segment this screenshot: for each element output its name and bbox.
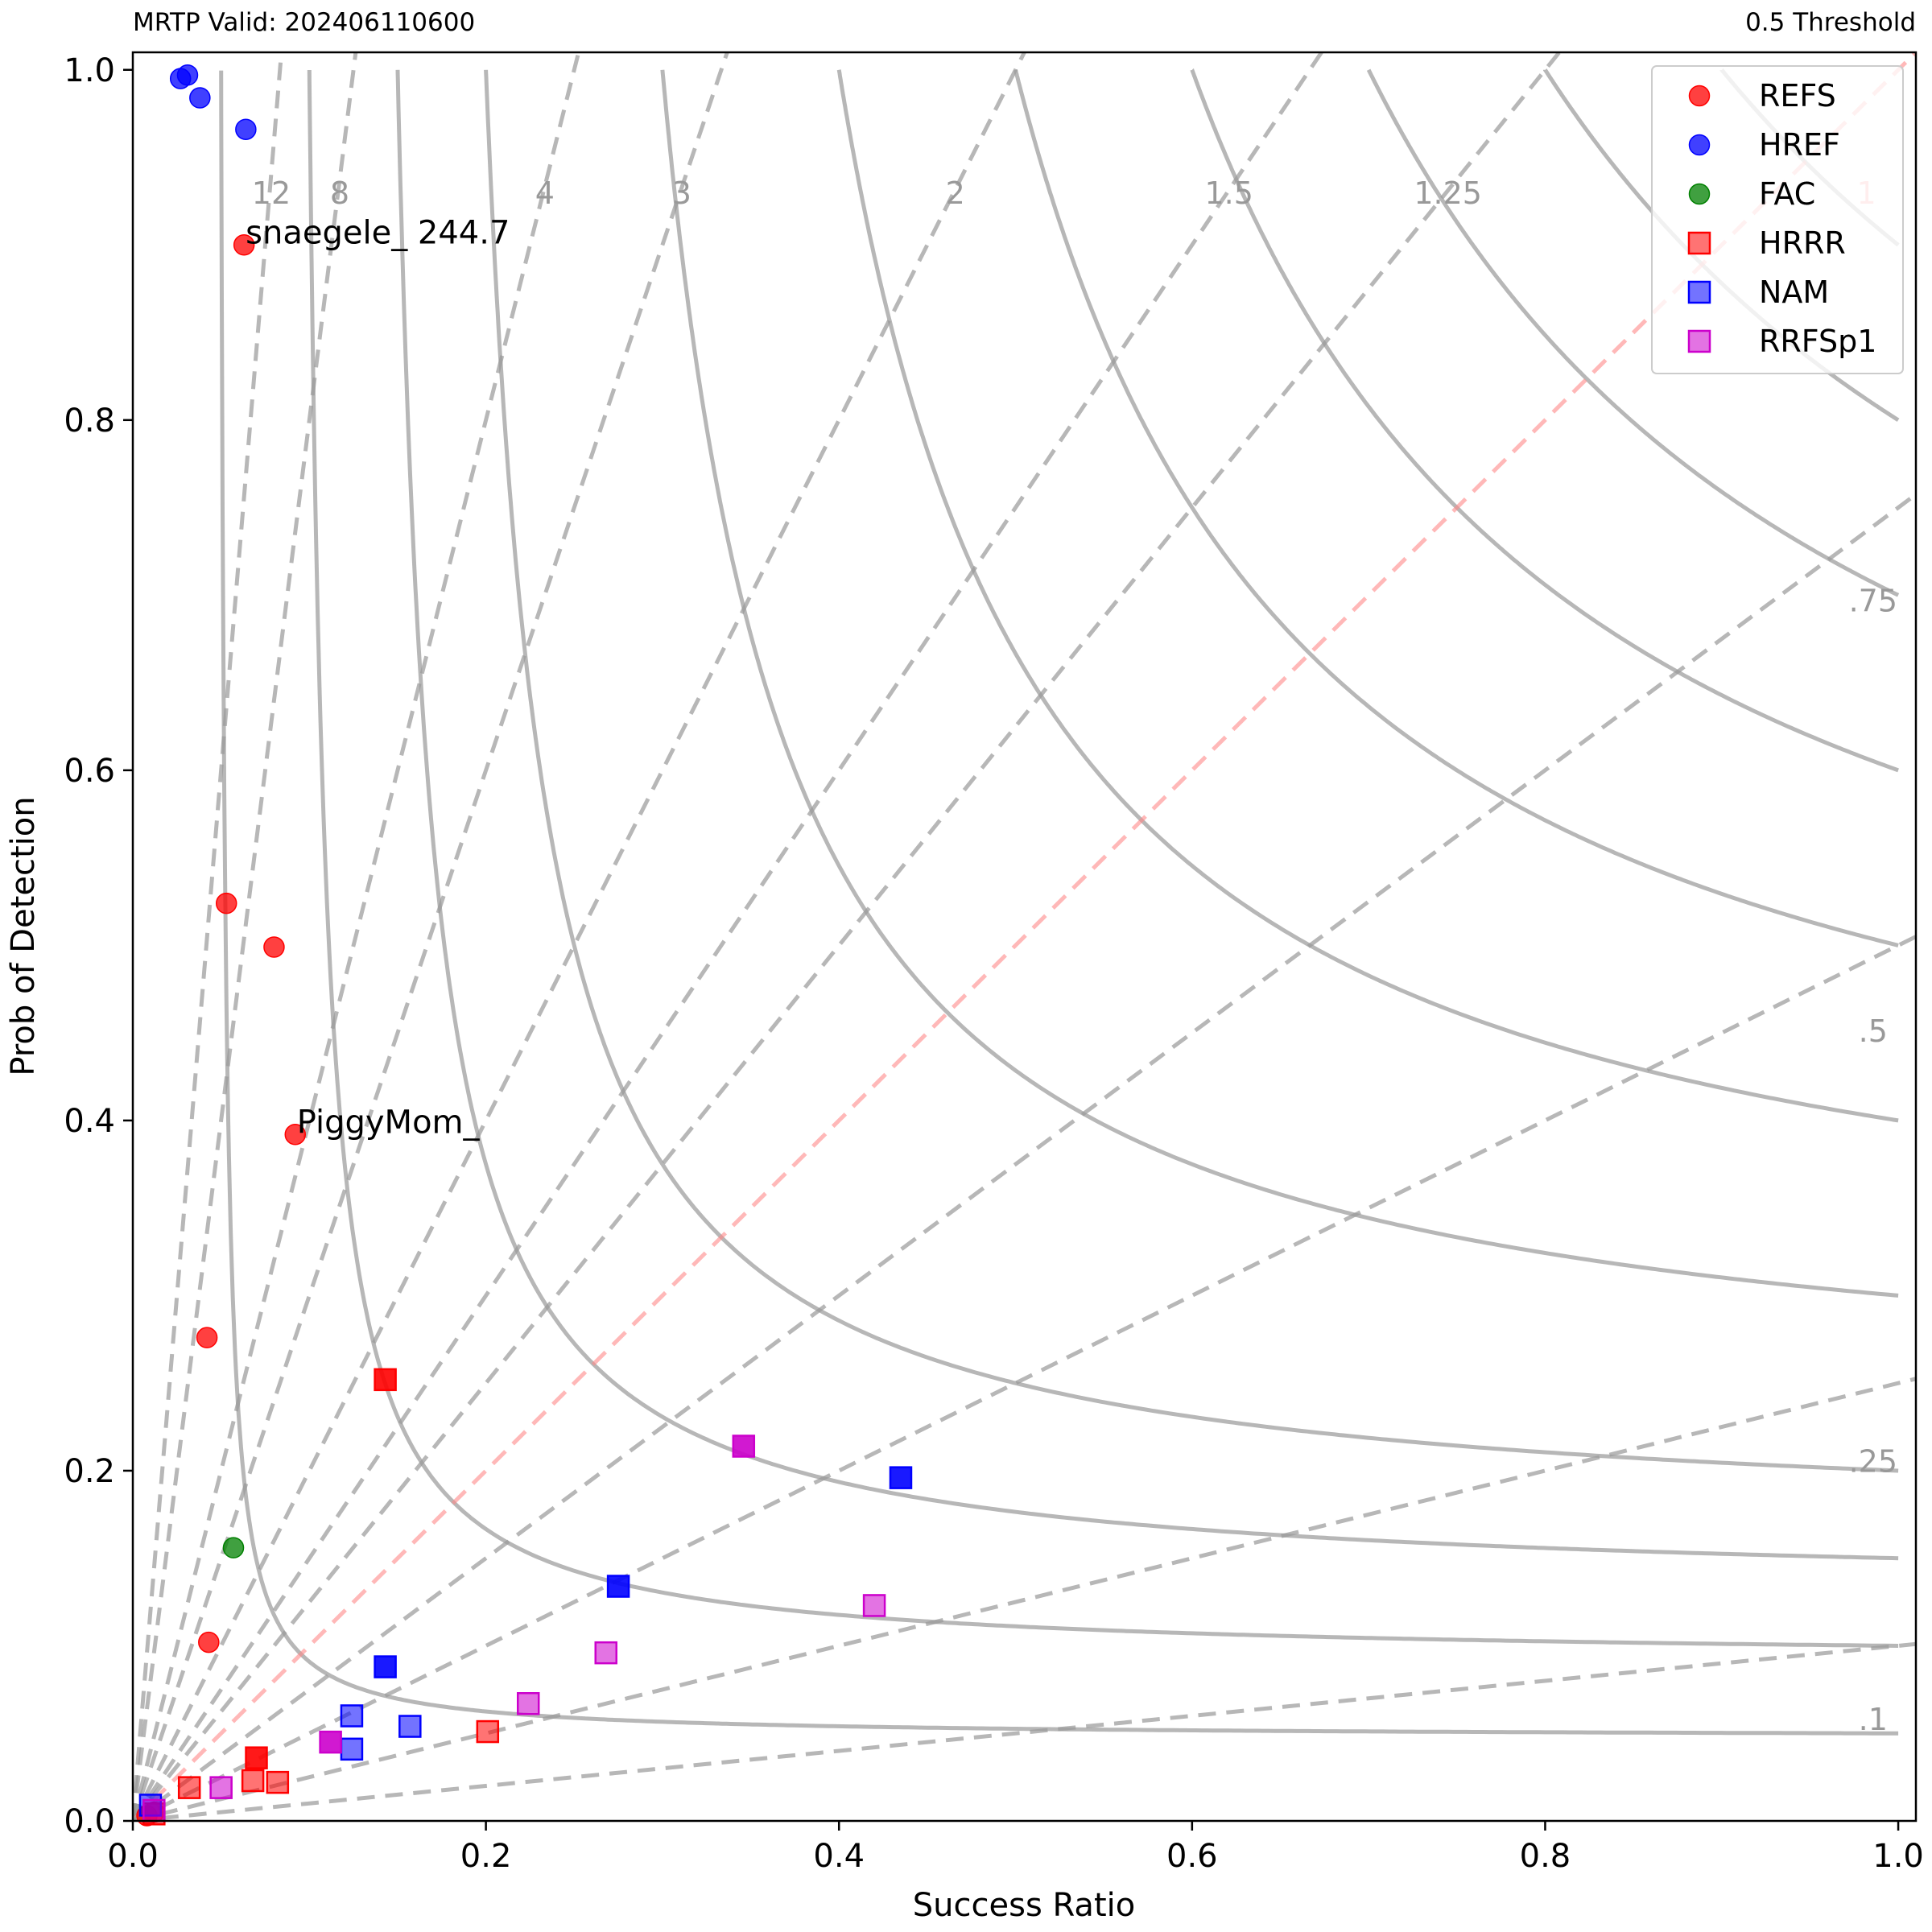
y-tick-label: 0.4 — [64, 1103, 115, 1140]
y-tick-label: 0.6 — [64, 753, 115, 790]
bias-label: .1 — [1859, 1702, 1888, 1737]
data-point — [215, 892, 237, 914]
data-point — [222, 1537, 245, 1558]
legend-marker — [1687, 231, 1711, 255]
bias-line — [133, 52, 1916, 1821]
bias-line — [133, 52, 358, 1821]
data-point — [235, 118, 257, 140]
data-point — [594, 1641, 617, 1665]
point-annotation: PiggyMom_ — [297, 1104, 481, 1141]
legend-label: HREF — [1759, 127, 1840, 163]
data-point — [196, 1327, 218, 1348]
bias-label: 1.25 — [1414, 175, 1482, 211]
bias-label: 3 — [672, 175, 691, 211]
bias-line — [133, 52, 1027, 1821]
bias-label: .75 — [1849, 583, 1897, 618]
y-tick-label: 0.8 — [64, 402, 115, 440]
x-axis-label: Success Ratio — [913, 1887, 1135, 1924]
x-tick-label: 0.4 — [813, 1838, 865, 1875]
plot-frame — [131, 51, 1918, 1823]
legend-marker — [1688, 134, 1711, 156]
legend: REFS HREF FAC HRRR NAM RRFSp1 — [1651, 65, 1904, 374]
x-tick-label: 0.6 — [1166, 1838, 1218, 1875]
data-point — [263, 936, 285, 958]
data-point — [189, 87, 211, 109]
bias-label: 4 — [535, 175, 555, 211]
csi-contour — [1366, 68, 1900, 597]
axes: 0.0 0.2 0.4 0.6 0.8 1.0 0.0 0.2 0.4 0.6 0.8 1.0 — [64, 52, 1924, 1875]
data-point — [142, 1798, 166, 1823]
bias-line — [133, 492, 1916, 1821]
bias-label: 8 — [330, 175, 349, 211]
x-tick-label: 0.0 — [107, 1838, 159, 1875]
legend-label: NAM — [1759, 275, 1829, 310]
data-point — [889, 1466, 913, 1489]
bias-line — [133, 934, 1916, 1821]
data-point — [198, 1631, 220, 1653]
point-annotation: snaegele_ 244.7 — [246, 214, 510, 251]
bias-line — [133, 52, 729, 1821]
y-tick-label: 0.2 — [64, 1453, 115, 1490]
bias-label: .5 — [1859, 1013, 1888, 1049]
data-point — [319, 1730, 342, 1754]
header-left: MRTP Valid: 202406110600 — [133, 8, 475, 37]
bias-line — [133, 52, 581, 1821]
bias-line — [133, 52, 1324, 1821]
bias-line — [133, 52, 1563, 1821]
data-point — [176, 64, 199, 86]
x-tick-label: 0.8 — [1520, 1838, 1571, 1875]
data-point — [476, 1719, 500, 1744]
csi-contour — [1190, 68, 1899, 773]
data-point — [340, 1737, 364, 1761]
legend-marker — [1687, 280, 1711, 304]
data-point — [233, 234, 255, 256]
bias-label: 12 — [252, 175, 291, 211]
data-point — [374, 1655, 397, 1678]
x-tick-label: 0.2 — [460, 1838, 512, 1875]
data-point — [284, 1124, 307, 1146]
legend-marker — [1687, 329, 1711, 353]
bias-line — [133, 1641, 1916, 1821]
legend-marker — [1688, 183, 1711, 205]
header-right: 0.5 Threshold — [1745, 8, 1916, 37]
data-point — [732, 1435, 756, 1458]
point-annotations: snaegele_ 244.7 PiggyMom_ — [246, 214, 510, 1141]
data-point — [374, 1368, 397, 1392]
bias-label: .25 — [1849, 1443, 1897, 1479]
legend-label: REFS — [1759, 78, 1836, 114]
data-point — [516, 1692, 540, 1715]
data-point — [862, 1594, 886, 1617]
csi-contour — [484, 69, 1899, 1473]
data-point — [241, 1769, 265, 1793]
data-point — [245, 1746, 268, 1769]
x-tick-label: 1.0 — [1872, 1838, 1924, 1875]
data-point — [398, 1715, 422, 1738]
bias-label: 1.5 — [1204, 175, 1253, 211]
y-tick-label: 1.0 — [64, 52, 115, 89]
legend-label: HRRR — [1759, 225, 1846, 261]
data-point — [340, 1704, 364, 1728]
data-point — [177, 1776, 201, 1799]
legend-marker — [1688, 85, 1711, 107]
data-point — [606, 1575, 630, 1598]
bias-lines — [133, 52, 1916, 1821]
data-point — [266, 1770, 290, 1794]
csi-contour — [395, 69, 1899, 1561]
bias-label: 2 — [946, 175, 965, 211]
legend-label: FAC — [1759, 176, 1815, 212]
y-tick-label: 0.0 — [64, 1803, 115, 1840]
csi-contour — [219, 70, 1899, 1736]
legend-label: RRFSp1 — [1759, 324, 1876, 359]
csi-contour — [1013, 69, 1899, 947]
y-axis-label: Prob of Detection — [5, 796, 42, 1075]
csi-contour — [660, 69, 1899, 1298]
bias-line — [133, 52, 284, 1821]
csi-contour — [836, 69, 1899, 1123]
legend-box — [1651, 65, 1904, 374]
data-point — [209, 1776, 233, 1799]
bias-line — [133, 1377, 1916, 1821]
